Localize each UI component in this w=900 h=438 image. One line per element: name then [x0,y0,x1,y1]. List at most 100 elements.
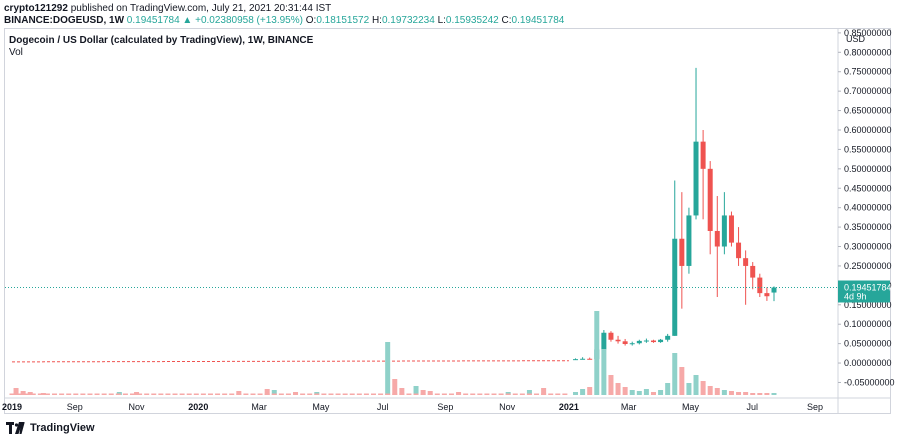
volume-bar [750,393,756,395]
volume-bar [278,393,284,395]
price-tick-label: 0.35000000 [844,222,892,232]
chart-frame[interactable] [4,28,891,414]
volume-bar [144,393,150,395]
volume-bar [636,391,642,395]
volume-bar [59,393,65,395]
price-axis-unit: USD [846,34,866,44]
price-tick-label: 0.10000000 [844,319,892,329]
tradingview-brand[interactable]: TradingView [30,422,95,434]
volume-bar [13,388,19,395]
volume-bar [342,393,348,395]
time-tick-label: Sep [67,402,83,412]
volume-bar [158,393,164,395]
volume-bar [122,393,128,395]
volume-bar [427,393,433,395]
volume-bar [236,391,242,395]
volume-bar [300,393,306,395]
open-value: 0.18151572 [316,15,370,26]
candle-body [714,230,720,247]
volume-bar [108,393,114,395]
volume-bar [27,392,33,395]
volume-bar [441,393,447,395]
high-value: 0.19732234 [381,15,435,26]
volume-bar [151,393,157,395]
time-tick-label: 2021 [559,402,579,412]
pre-2021-price-line [11,360,569,363]
candle-body [658,339,664,343]
open-label: O: [305,15,317,26]
volume-bar [562,393,568,395]
time-tick-label: Nov [129,402,146,412]
volume-bar [491,393,497,395]
candle-body [679,238,685,266]
volume-bar [392,379,398,395]
volume-label: Vol [9,47,23,58]
volume-bar [200,393,206,395]
candle-body [693,141,699,216]
last-price-tag [838,280,890,303]
candle-body [580,358,586,360]
time-tick-label: Mar [621,402,637,412]
volume-bar [30,393,36,395]
volume-bar [771,393,777,395]
low-label: L: [437,15,446,26]
volume-bar [587,387,593,395]
volume-bar [580,389,586,395]
volume-bar [707,386,713,395]
high-label: H: [371,15,382,26]
price-tick-label: 0.30000000 [844,242,892,252]
volume-bar [378,393,384,395]
low-value: 0.15935242 [445,15,499,26]
volume-bar [137,393,143,395]
volume-bar [271,393,277,395]
price-tick-label: 0.50000000 [844,164,892,174]
time-tick-label: Sep [437,402,453,412]
volume-bar [541,393,547,395]
candle-body [764,293,770,297]
volume-bar [73,393,79,395]
volume-bar [307,393,313,395]
volume-bar [721,390,727,395]
volume-bar [413,393,419,395]
volume-bar [700,381,706,395]
candle-body [573,359,579,361]
volume-bar [16,393,22,395]
volume-bar [243,393,249,395]
volume-bar [321,393,327,395]
volume-bar [608,375,614,395]
price-tick-label: 0.85000000 [844,28,892,38]
volume-bar [66,393,72,395]
price-change: ▲ +0.02380958 (+13.95%) [182,15,303,26]
candle-body [721,215,727,247]
publish-info: crypto121292 published on TradingView.co… [4,3,331,14]
candle-body [686,215,692,266]
footer: TradingView [6,420,95,436]
volume-bar [23,393,29,395]
volume-bar [215,393,221,395]
volume-bar [186,393,192,395]
volume-bar [80,393,86,395]
volume-bar [693,375,699,395]
time-tick-label: 2020 [188,402,208,412]
volume-bar [736,392,742,395]
volume-bar [314,393,320,395]
volume-bar [456,393,462,395]
volume-bar [594,311,600,395]
time-tick-label: Sep [807,402,823,412]
volume-bar [52,393,58,395]
volume-bar [555,393,561,395]
volume-bar [236,393,242,395]
candle-body [601,332,607,350]
volume-bar [629,390,635,395]
volume-bar [686,383,692,395]
chart-title: Dogecoin / US Dollar (calculated by Trad… [9,35,314,46]
tradingview-logo-icon[interactable] [6,422,26,434]
candle-body [700,141,706,169]
volume-bar [601,349,607,395]
volume-bar [94,393,100,395]
volume-bar [427,391,433,395]
author-name[interactable]: crypto121292 [4,3,68,14]
publish-date: published on TradingView.com, July 21, 2… [70,3,332,14]
volume-bar [615,383,621,395]
